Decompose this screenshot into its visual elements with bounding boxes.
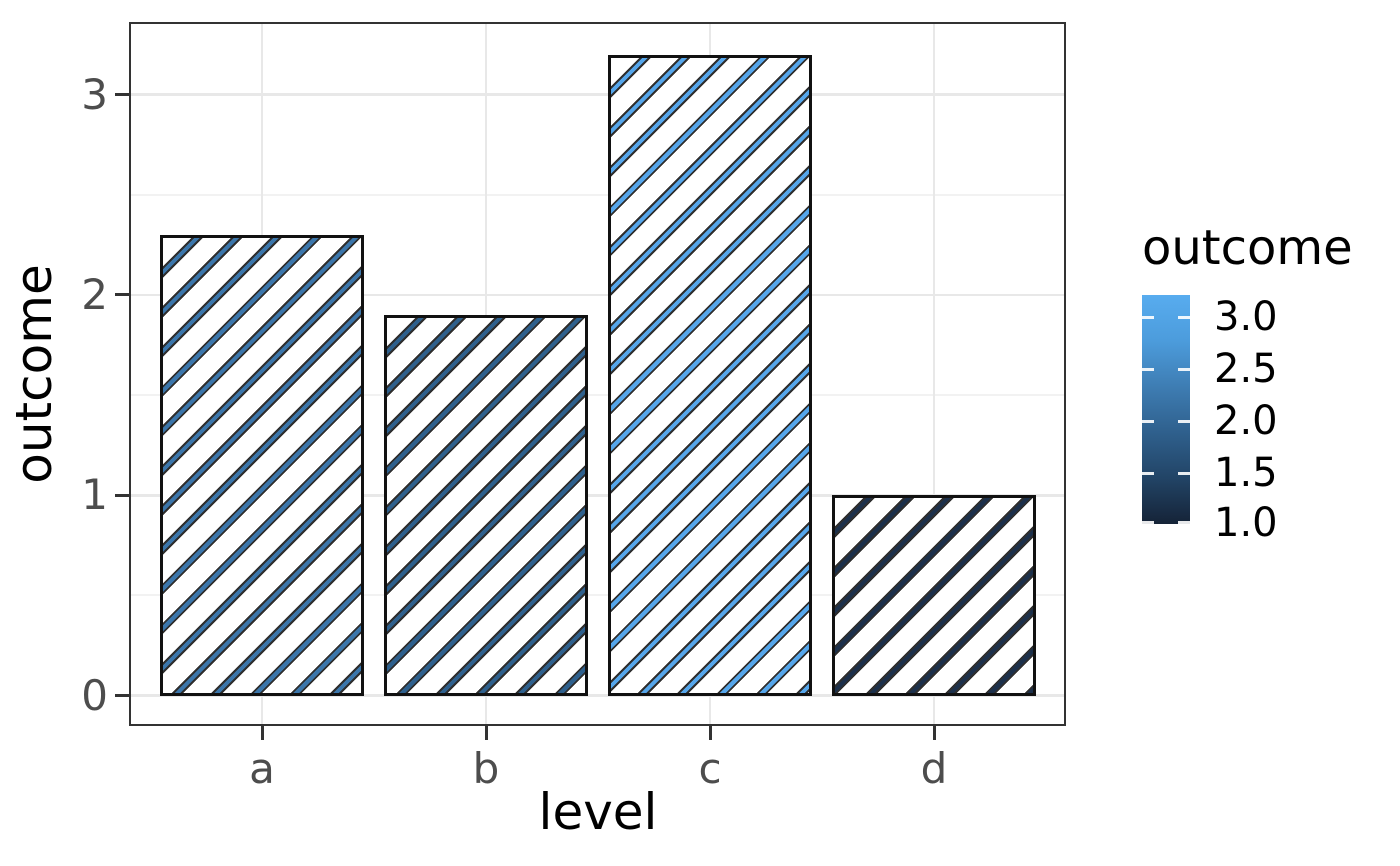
colorbar-tick-label: 2.0	[1214, 398, 1278, 445]
x-axis-title: level	[538, 783, 658, 841]
x-tick-mark	[484, 726, 488, 740]
colorbar-tick-label: 1.5	[1214, 450, 1278, 497]
gridline-major	[129, 494, 1066, 497]
y-tick-mark	[115, 93, 129, 97]
legend-title: outcome	[1142, 220, 1353, 276]
x-tick-mark	[260, 726, 264, 740]
gridline-major	[129, 293, 1066, 297]
y-tick-mark	[115, 694, 129, 698]
colorbar-tick-mark	[1178, 419, 1190, 423]
gridline-major	[129, 93, 1066, 96]
x-tick-mark	[932, 726, 936, 740]
y-tick-label: 3	[81, 69, 108, 119]
colorbar-tick-mark	[1178, 521, 1190, 524]
bar-a	[160, 234, 364, 696]
x-tick-label: b	[472, 744, 500, 793]
colorbar-tick-label: 3.0	[1214, 294, 1278, 341]
plot-panel	[129, 22, 1066, 726]
gridline-minor	[129, 594, 1066, 597]
x-tick-label: c	[698, 744, 722, 793]
legend-colorbar	[1142, 295, 1190, 524]
x-tick-label: a	[249, 744, 275, 793]
y-tick-mark	[115, 493, 129, 497]
colorbar-tick-mark	[1142, 419, 1154, 423]
bar-c	[608, 54, 812, 696]
x-tick-mark	[708, 726, 712, 740]
colorbar-tick-mark	[1178, 315, 1190, 319]
gridline-minor	[129, 193, 1066, 196]
colorbar-tick-label: 1.0	[1214, 499, 1278, 546]
y-tick-label: 1	[81, 470, 108, 520]
colorbar-tick-mark	[1142, 367, 1154, 371]
y-axis-title: outcome	[5, 264, 63, 484]
gridline-vertical	[932, 22, 936, 726]
y-tick-label: 2	[81, 269, 108, 319]
y-tick-mark	[115, 293, 129, 297]
legend: outcome 3.0 2.5 2.0 1.5 1.0	[1142, 224, 1392, 554]
colorbar-tick-mark	[1142, 471, 1154, 475]
y-tick-label: 0	[81, 670, 108, 720]
colorbar-tick-mark	[1178, 471, 1190, 475]
colorbar-tick-label: 2.5	[1214, 346, 1278, 393]
colorbar-tick-mark	[1178, 367, 1190, 371]
x-tick-label: d	[920, 744, 948, 793]
gridline-minor	[129, 394, 1066, 397]
colorbar-tick-mark	[1142, 315, 1154, 319]
colorbar-tick-mark	[1142, 521, 1154, 524]
bar-b	[384, 314, 588, 696]
bar-d	[832, 495, 1036, 696]
gridline-major	[129, 694, 1066, 697]
